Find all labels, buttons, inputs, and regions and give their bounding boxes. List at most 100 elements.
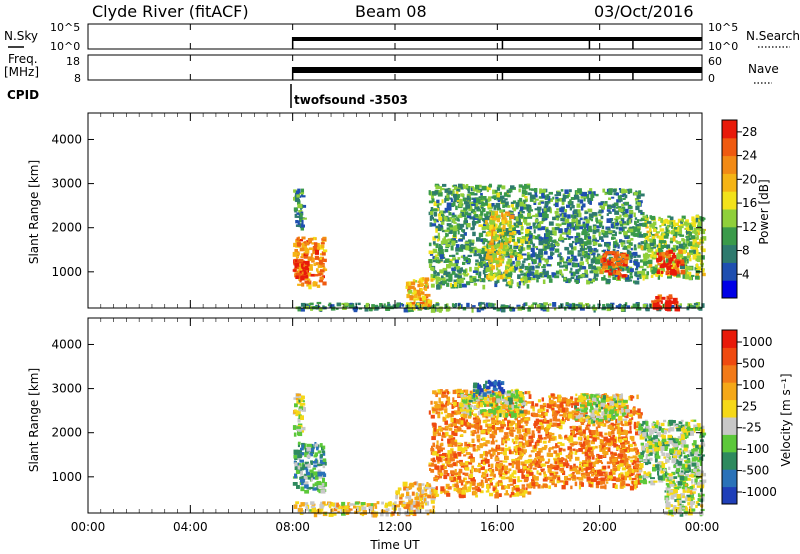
heatmap-cell xyxy=(300,217,305,220)
heatmap-cell xyxy=(576,219,581,225)
heatmap-cell xyxy=(656,301,660,305)
heatmap-cell xyxy=(604,191,609,195)
heatmap-cell xyxy=(666,220,670,225)
heatmap-cell xyxy=(471,307,474,313)
heatmap-cell xyxy=(458,275,462,281)
heatmap-cell xyxy=(481,241,485,244)
heatmap-cell xyxy=(550,251,554,257)
heatmap-cell xyxy=(524,183,527,188)
heatmap-cell xyxy=(297,252,301,255)
heatmap-cell xyxy=(442,238,446,243)
heatmap-cell xyxy=(464,461,470,464)
heatmap-cell xyxy=(627,205,633,209)
heatmap-cell xyxy=(697,227,700,231)
heatmap-cell xyxy=(480,466,485,471)
heatmap-cell xyxy=(419,495,424,501)
heatmap-cell xyxy=(481,471,487,477)
heatmap-cell xyxy=(552,196,555,200)
heatmap-cell xyxy=(562,470,566,476)
heatmap-cell xyxy=(685,246,689,249)
heatmap-cell xyxy=(456,266,460,270)
heatmap-cell xyxy=(410,504,414,508)
heatmap-cell xyxy=(476,445,480,449)
heatmap-cell xyxy=(498,421,502,424)
heatmap-cell xyxy=(561,232,566,235)
heatmap-cell xyxy=(676,267,679,272)
heatmap-cell xyxy=(540,257,545,261)
heatmap-cell xyxy=(612,208,615,212)
heatmap-cell xyxy=(295,239,299,242)
heatmap-cell xyxy=(301,444,304,449)
heatmap-cell xyxy=(643,262,648,266)
heatmap-cell xyxy=(516,411,520,414)
heatmap-cell xyxy=(590,252,596,255)
heatmap-cell xyxy=(619,220,623,225)
heatmap-cell xyxy=(297,427,302,432)
heatmap-cell xyxy=(694,232,698,236)
heatmap-cell xyxy=(491,203,495,207)
heatmap-cell xyxy=(472,277,477,282)
heatmap-cell xyxy=(498,191,503,196)
heatmap-cell xyxy=(426,278,430,281)
heatmap-cell xyxy=(592,224,597,228)
heatmap-cell xyxy=(691,230,695,234)
heatmap-cell xyxy=(633,468,638,473)
heatmap-cell xyxy=(613,254,618,259)
heatmap-cell xyxy=(676,253,681,258)
heatmap-cell xyxy=(483,218,487,223)
heatmap-cell xyxy=(480,192,483,196)
heatmap-cell xyxy=(433,220,437,223)
heatmap-cell xyxy=(590,191,595,196)
heatmap-cell xyxy=(653,228,656,232)
heatmap-cell xyxy=(588,263,593,267)
heatmap-cell xyxy=(496,452,500,456)
heatmap-cell xyxy=(538,255,543,259)
heatmap-cell xyxy=(417,293,421,299)
heatmap-cell xyxy=(620,259,625,264)
heatmap-cell xyxy=(511,438,514,443)
heatmap-cell xyxy=(509,232,515,236)
heatmap-cell xyxy=(466,404,471,408)
heatmap-cell xyxy=(548,200,551,204)
heatmap-cell xyxy=(473,198,476,203)
heatmap-cell xyxy=(336,502,339,508)
heatmap-cell xyxy=(458,305,462,309)
heatmap-cell xyxy=(494,238,499,242)
heatmap-cell xyxy=(305,260,310,266)
heatmap-cell xyxy=(643,233,647,237)
heatmap-cell xyxy=(482,246,488,250)
heatmap-cell xyxy=(595,239,600,242)
heatmap-cell xyxy=(610,230,616,234)
heatmap-cell xyxy=(523,413,527,417)
heatmap-cell xyxy=(457,491,462,494)
heatmap-cell xyxy=(492,423,495,427)
heatmap-cell xyxy=(653,251,658,256)
heatmap-cell xyxy=(674,259,680,262)
heatmap-cell xyxy=(469,202,474,206)
heatmap-cell xyxy=(689,224,692,228)
heatmap-cell xyxy=(671,301,676,305)
heatmap-cell xyxy=(658,300,662,303)
heatmap-cell xyxy=(451,240,456,246)
heatmap-cell xyxy=(472,187,475,191)
heatmap-cell xyxy=(467,489,472,492)
heatmap-cell xyxy=(504,305,509,308)
heatmap-cell xyxy=(463,493,466,498)
heatmap-cell xyxy=(545,243,550,247)
heatmap-cell xyxy=(635,223,640,227)
heatmap-cell xyxy=(514,462,517,465)
heatmap-cell xyxy=(310,506,316,509)
heatmap-cell xyxy=(505,265,509,271)
heatmap-cell xyxy=(515,230,521,234)
heatmap-cell xyxy=(464,217,468,221)
heatmap-cell xyxy=(529,239,533,245)
heatmap-cell xyxy=(615,305,620,309)
heatmap-cell xyxy=(436,282,439,288)
heatmap-cell xyxy=(353,307,358,311)
heatmap-cell xyxy=(536,274,541,280)
heatmap-cell xyxy=(301,454,304,458)
heatmap-cell xyxy=(413,306,416,309)
heatmap-cell xyxy=(606,248,610,253)
heatmap-cell xyxy=(322,281,327,286)
heatmap-cell xyxy=(604,201,608,206)
